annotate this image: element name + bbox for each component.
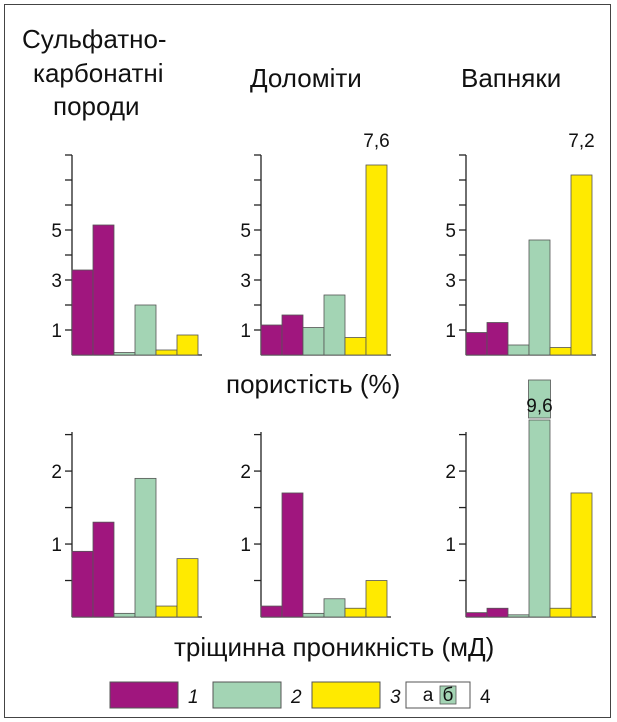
bar-2: [281, 314, 304, 356]
bar-3: [507, 614, 530, 618]
bar-1: [260, 324, 283, 356]
column-title-1: Доломіти: [250, 63, 362, 93]
legend-number-2: 2: [290, 687, 302, 708]
bar-1: [260, 605, 283, 618]
bar-3: [507, 344, 530, 356]
y-tick-label: 3: [240, 271, 251, 292]
y-tick-label: 1: [51, 535, 62, 556]
value-label-box: [528, 379, 551, 419]
y-tick-label: 1: [240, 321, 251, 342]
row-label-porosity: пористість (%): [226, 369, 400, 399]
bar-5: [549, 607, 572, 618]
bar-6: [570, 492, 593, 618]
legend-number-3: 3: [390, 687, 401, 708]
legend-swatch-2: [212, 681, 282, 709]
y-tick-label: 2: [240, 462, 251, 483]
column-title-0-line-1: карбонатні: [33, 58, 164, 88]
bar-2: [486, 607, 509, 618]
figure-frame: [4, 4, 611, 718]
panel-porosity-0: 1 3 5: [51, 154, 202, 356]
legend-sub-label: а: [423, 685, 434, 706]
bar-6: [570, 174, 593, 356]
bar-4: [134, 477, 157, 618]
y-tick-label: 3: [51, 271, 62, 292]
bar-1: [71, 550, 94, 618]
bar-5: [344, 337, 367, 356]
bar-3: [302, 612, 325, 618]
bar-3: [302, 327, 325, 356]
bar-5: [155, 605, 178, 618]
legend-sub-label: б: [443, 685, 454, 706]
panel-permeability-0: 12: [51, 432, 202, 618]
bar-6: [176, 334, 199, 356]
column-title-2: Вапняки: [461, 63, 561, 93]
bar-4: [134, 304, 157, 356]
bar-1: [71, 269, 94, 356]
bar-5: [155, 349, 178, 356]
bar-4: [323, 294, 346, 356]
data-label: 7,2: [568, 131, 594, 152]
bar-2: [486, 322, 509, 356]
bar-6: [365, 164, 388, 356]
legend-swatch-1: [109, 681, 179, 709]
legend-number-1: 1: [188, 687, 199, 708]
legend-swatch-4: [405, 681, 471, 709]
legend-swatch-3: [311, 681, 381, 709]
y-tick-label: 1: [240, 535, 251, 556]
panel-porosity-1: 1 3 5 7,6: [240, 131, 391, 356]
y-tick-label: 5: [240, 221, 251, 242]
column-title-0-line-2: породи: [53, 91, 140, 121]
bar-4: [323, 598, 346, 618]
bar-3: [113, 352, 136, 356]
y-tick-label: 2: [445, 462, 456, 483]
data-label: 7,6: [363, 131, 389, 152]
bar-2: [92, 521, 115, 618]
bar-4: [528, 239, 551, 356]
y-tick-label: 5: [445, 221, 456, 242]
y-tick-label: 1: [51, 321, 62, 342]
panel-porosity-2: 1 3 5 7,2: [445, 131, 596, 356]
y-tick-label: 5: [51, 221, 62, 242]
legend-number-4: 4: [480, 687, 491, 708]
bar-1: [465, 612, 488, 618]
y-tick-label: 2: [51, 462, 62, 483]
column-title-0-line-0: Сульфатно-: [22, 24, 167, 54]
bar-2: [92, 224, 115, 356]
bar-4: [528, 419, 551, 618]
bar-6: [176, 558, 199, 618]
bar-5: [549, 347, 572, 356]
bar-2: [281, 492, 304, 618]
bar-5: [344, 607, 367, 618]
y-tick-label: 1: [445, 321, 456, 342]
row-label-permeability: тріщинна проникність (мД): [174, 632, 494, 662]
bar-1: [465, 332, 488, 356]
data-label: 9,6: [526, 396, 552, 417]
bar-3: [113, 612, 136, 618]
panel-permeability-1: 12: [240, 432, 391, 618]
y-tick-label: 1: [445, 535, 456, 556]
panel-permeability-2: 129,6: [445, 379, 596, 618]
y-tick-label: 3: [445, 271, 456, 292]
legend-swatch-4-fill: [439, 685, 457, 705]
bar-6: [365, 580, 388, 618]
